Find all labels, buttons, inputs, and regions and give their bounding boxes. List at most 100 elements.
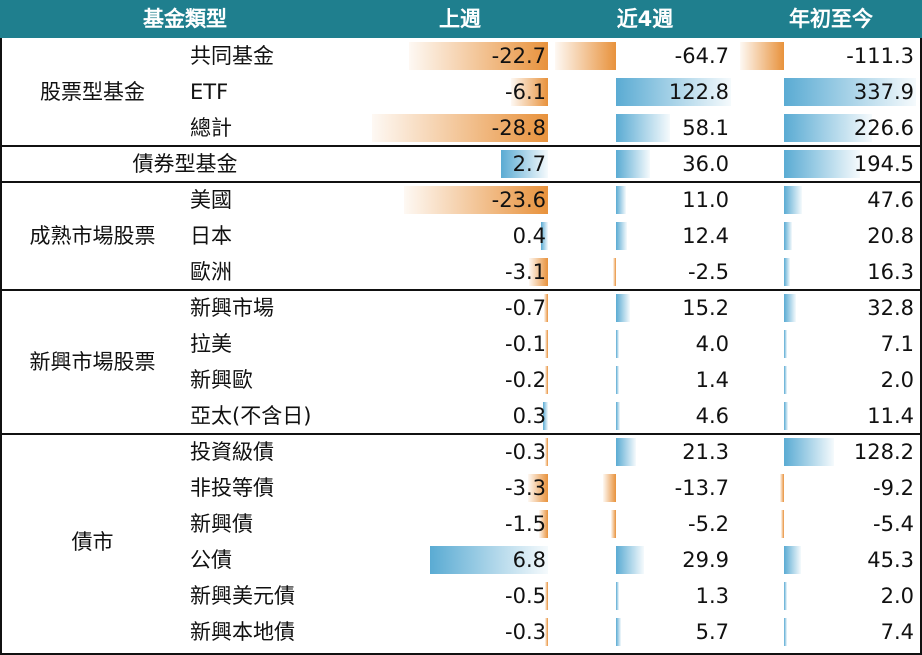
value-ytd: 20.8 (867, 224, 914, 248)
value-w4: 15.2 (682, 296, 729, 320)
header-week: 上週 (439, 7, 481, 31)
value-w4: 36.0 (682, 152, 729, 176)
data-bar-ytd-0-1 (783, 78, 916, 106)
group-label: 成熟市場股票 (29, 224, 156, 248)
value-week: 0.3 (512, 404, 546, 428)
data-bar-ytd-4-2 (780, 510, 784, 538)
value-ytd: 2.0 (880, 368, 914, 392)
data-bar-w4-4-2 (610, 510, 616, 538)
data-bar-week-0-2 (372, 114, 548, 142)
value-ytd: 128.2 (853, 440, 914, 464)
data-bar-week-3-1 (545, 330, 548, 358)
data-bar-ytd-0-2 (783, 114, 873, 142)
data-bar-w4-4-0 (615, 438, 636, 466)
data-bar-w4-3-2 (615, 366, 619, 394)
data-bar-week-4-4 (544, 582, 548, 610)
value-week: 0.4 (512, 224, 546, 248)
row-label: 拉美 (190, 332, 232, 356)
value-week: -22.7 (491, 44, 546, 68)
data-bar-ytd-3-2 (783, 366, 787, 394)
data-bar-ytd-3-3 (783, 402, 789, 430)
value-ytd: 32.8 (867, 296, 914, 320)
data-bar-week-0-1 (510, 78, 548, 106)
data-bar-ytd-4-1 (780, 474, 784, 502)
row-label: 新興市場 (190, 296, 274, 320)
data-bar-ytd-0-0 (740, 42, 784, 70)
value-ytd: -111.3 (846, 44, 914, 68)
row-label: 投資級債 (190, 440, 274, 464)
group-label: 新興市場股票 (29, 350, 156, 374)
header-bar (0, 0, 922, 38)
group-label: 債市 (71, 530, 114, 554)
group-divider (0, 181, 922, 183)
data-bar-week-4-1 (527, 474, 548, 502)
value-ytd: 2.0 (880, 584, 914, 608)
group-divider (0, 289, 922, 291)
value-w4: 29.9 (682, 548, 729, 572)
value-w4: 12.4 (682, 224, 729, 248)
data-bar-week-3-2 (545, 366, 548, 394)
value-week: -23.6 (491, 188, 546, 212)
table-right-border (920, 38, 922, 655)
data-bar-week-2-1 (541, 222, 548, 250)
value-ytd: -9.2 (873, 476, 914, 500)
row-label: 日本 (190, 224, 232, 248)
data-bar-w4-2-2 (612, 258, 616, 286)
row-label: 亞太(不含日) (190, 404, 312, 428)
row-label: 新興債 (190, 512, 253, 536)
row-label: 美國 (190, 188, 232, 212)
value-week: -1.5 (505, 512, 546, 536)
group-divider (0, 433, 922, 435)
data-bar-w4-1-0 (615, 150, 650, 178)
value-ytd: 7.1 (880, 332, 914, 356)
data-bar-week-1-0 (501, 150, 548, 178)
data-bar-ytd-4-4 (783, 582, 787, 610)
data-bar-week-3-0 (543, 294, 548, 322)
value-w4: 122.8 (668, 80, 729, 104)
data-bar-ytd-3-0 (783, 294, 797, 322)
data-bar-ytd-4-5 (783, 618, 787, 646)
value-ytd: 7.4 (880, 620, 914, 644)
value-ytd: 45.3 (867, 548, 914, 572)
data-bar-w4-4-5 (615, 618, 622, 646)
data-bar-ytd-2-2 (783, 258, 790, 286)
row-label: ETF (190, 80, 229, 104)
data-bar-w4-3-1 (615, 330, 620, 358)
value-week: -0.7 (505, 296, 546, 320)
data-bar-week-3-3 (542, 402, 548, 430)
value-w4: -64.7 (674, 44, 729, 68)
value-ytd: 226.6 (853, 116, 914, 140)
value-w4: -13.7 (674, 476, 729, 500)
data-bar-w4-0-2 (615, 114, 671, 142)
data-bar-ytd-2-0 (783, 186, 803, 214)
value-w4: 1.3 (695, 584, 729, 608)
data-bar-w4-2-1 (615, 222, 628, 250)
value-ytd: 337.9 (853, 80, 914, 104)
row-label: 總計 (190, 116, 232, 140)
value-week: -0.1 (505, 332, 546, 356)
row-label: 公債 (190, 548, 232, 572)
value-week: -28.8 (491, 116, 546, 140)
value-week: -0.3 (505, 620, 546, 644)
value-week: -3.1 (505, 260, 546, 284)
value-w4: 1.4 (695, 368, 729, 392)
data-bar-w4-3-3 (615, 402, 621, 430)
data-bar-ytd-4-0 (783, 438, 834, 466)
data-bar-week-4-3 (430, 546, 548, 574)
value-ytd: 47.6 (867, 188, 914, 212)
group-label: 債券型基金 (132, 152, 238, 176)
data-bar-week-2-2 (529, 258, 548, 286)
value-week: -3.3 (505, 476, 546, 500)
value-w4: 11.0 (682, 188, 729, 212)
value-week: -0.5 (505, 584, 546, 608)
data-bar-week-4-0 (545, 438, 548, 466)
row-label: 共同基金 (190, 44, 274, 68)
data-bar-ytd-2-1 (783, 222, 792, 250)
row-label: 新興歐 (190, 368, 253, 392)
value-w4: 4.6 (695, 404, 729, 428)
data-bar-w4-2-0 (615, 186, 627, 214)
data-bar-w4-0-1 (615, 78, 731, 106)
value-week: 6.8 (512, 548, 546, 572)
header-4w: 近4週 (616, 7, 674, 31)
